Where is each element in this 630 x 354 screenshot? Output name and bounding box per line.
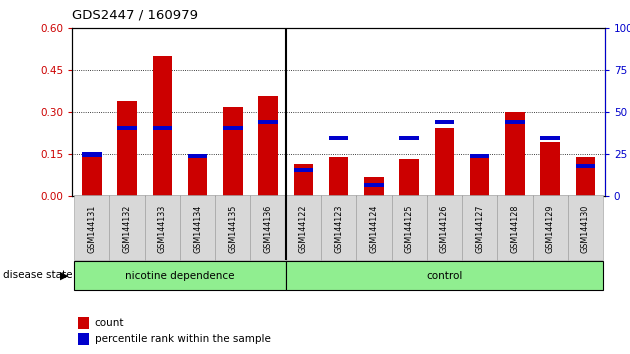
Text: ▶: ▶ [60, 270, 68, 280]
Bar [188, 157, 207, 196]
Bar [470, 154, 490, 196]
Text: GSM144135: GSM144135 [228, 205, 238, 253]
Bar [329, 157, 348, 196]
Bar [399, 136, 419, 140]
Bar [329, 136, 348, 140]
Text: GSM144131: GSM144131 [88, 205, 96, 253]
Bar [462, 195, 497, 260]
Text: GSM144124: GSM144124 [369, 205, 379, 253]
Bar [286, 261, 603, 290]
Bar [505, 113, 525, 196]
Bar [435, 120, 454, 124]
Bar [180, 195, 215, 260]
Bar [435, 128, 454, 196]
Text: GDS2447 / 160979: GDS2447 / 160979 [72, 9, 198, 22]
Bar [541, 142, 560, 196]
Bar [152, 56, 172, 196]
Text: GSM144134: GSM144134 [193, 205, 202, 253]
Bar [541, 136, 560, 140]
Text: GSM144122: GSM144122 [299, 205, 308, 253]
Text: GSM144123: GSM144123 [334, 205, 343, 253]
Text: GSM144125: GSM144125 [404, 205, 414, 253]
Text: percentile rank within the sample: percentile rank within the sample [94, 334, 271, 344]
Text: GSM144136: GSM144136 [263, 205, 273, 253]
Bar [77, 317, 89, 329]
Bar [505, 120, 525, 124]
Bar [223, 126, 243, 130]
Bar [251, 195, 286, 260]
Bar [364, 177, 384, 196]
Bar [188, 154, 207, 158]
Bar [74, 261, 286, 290]
Bar [215, 195, 251, 260]
Bar [364, 183, 384, 187]
Bar [117, 101, 137, 196]
Bar [294, 164, 313, 196]
Bar [399, 159, 419, 196]
Bar [321, 195, 356, 260]
Text: nicotine dependence: nicotine dependence [125, 271, 235, 281]
Bar [294, 168, 313, 172]
Text: GSM144126: GSM144126 [440, 205, 449, 253]
Bar [223, 107, 243, 196]
Bar [74, 195, 110, 260]
Text: disease state: disease state [3, 270, 72, 280]
Text: GSM144132: GSM144132 [123, 205, 132, 253]
Bar [286, 195, 321, 260]
Text: GSM144130: GSM144130 [581, 205, 590, 253]
Text: control: control [427, 271, 462, 281]
Bar [258, 120, 278, 124]
Text: count: count [94, 318, 124, 328]
Bar [110, 195, 145, 260]
Bar [145, 195, 180, 260]
Bar [576, 164, 595, 168]
Bar [152, 126, 172, 130]
Text: GSM144127: GSM144127 [475, 205, 484, 253]
Text: GSM144133: GSM144133 [158, 205, 167, 253]
Bar [497, 195, 532, 260]
Bar [117, 126, 137, 130]
Bar [77, 333, 89, 345]
Bar [258, 96, 278, 196]
Text: GSM144128: GSM144128 [510, 205, 519, 253]
Bar [532, 195, 568, 260]
Bar [568, 195, 603, 260]
Bar [470, 154, 490, 158]
Bar [356, 195, 391, 260]
Bar [576, 157, 595, 196]
Bar [82, 157, 101, 196]
Bar [82, 152, 101, 156]
Text: GSM144129: GSM144129 [546, 205, 554, 253]
Bar [427, 195, 462, 260]
Bar [391, 195, 427, 260]
